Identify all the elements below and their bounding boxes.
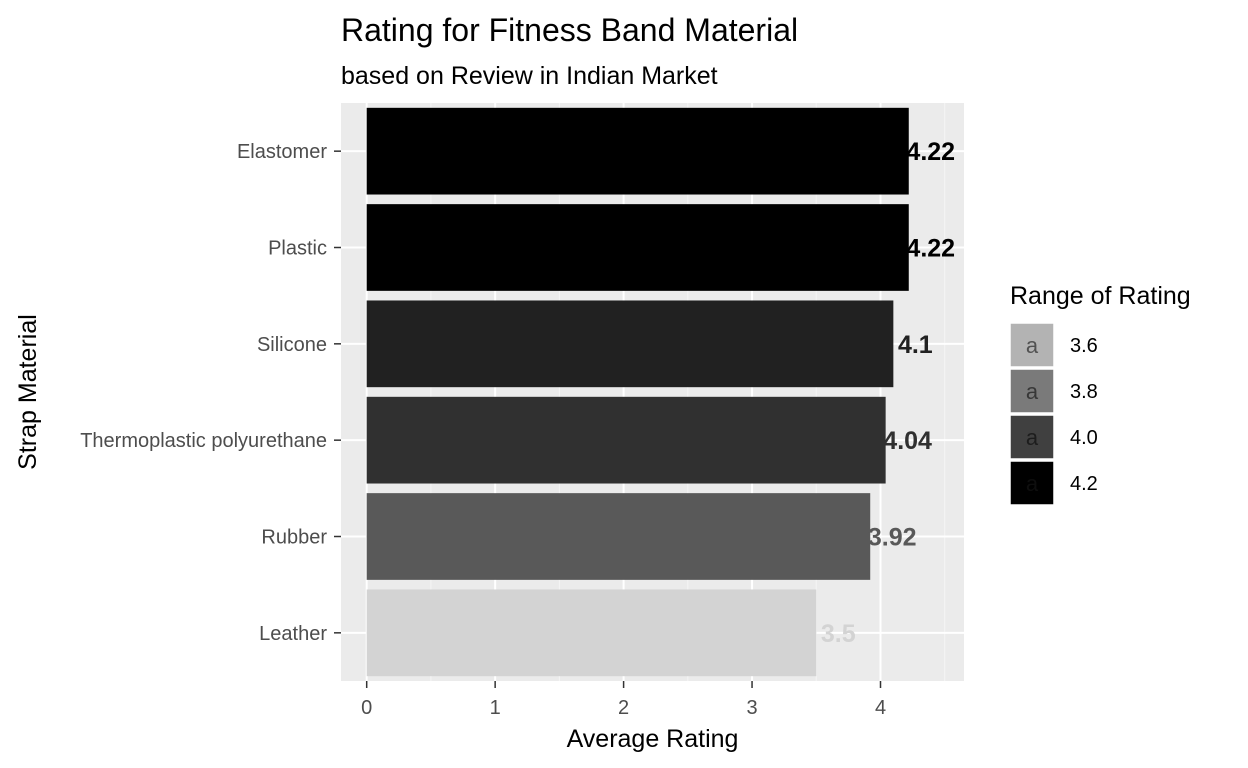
y-tick-label: Elastomer	[237, 141, 327, 163]
legend-key-glyph: a	[1026, 379, 1039, 404]
bar-elastomer	[366, 107, 909, 195]
x-tick-label: 0	[361, 697, 372, 719]
legend-key	[1009, 322, 1055, 368]
legend-key	[1009, 368, 1055, 414]
legend-label: 3.6	[1070, 335, 1098, 357]
x-tick-label: 4	[875, 697, 886, 719]
legend-label: 4.2	[1070, 473, 1098, 495]
x-tick-label: 3	[746, 697, 757, 719]
y-tick-label: Plastic	[268, 238, 327, 260]
bars	[366, 107, 909, 677]
data-label: 4.1	[898, 331, 933, 359]
bar-leather	[366, 589, 817, 677]
data-labels: 4.22 4.22 4.1 4.04 3.92 3.5	[821, 138, 955, 648]
y-axis-title: Strap Material	[14, 314, 42, 470]
bar-silicone	[366, 300, 894, 388]
chart-subtitle: based on Review in Indian Market	[341, 62, 718, 90]
legend-key-glyph: a	[1026, 333, 1039, 358]
y-tick-label: Silicone	[257, 334, 327, 356]
x-tick-label: 1	[490, 697, 501, 719]
legend-title: Range of Rating	[1010, 282, 1191, 310]
data-label: 4.04	[883, 427, 932, 455]
legend-key	[1009, 414, 1055, 460]
data-label: 3.5	[821, 620, 856, 648]
x-tick-label: 2	[618, 697, 629, 719]
data-label: 4.22	[906, 138, 955, 166]
bar-thermoplastic-polyurethane	[366, 396, 886, 484]
legend-label: 4.0	[1070, 427, 1098, 449]
y-tick-label: Rubber	[261, 527, 327, 549]
legend-label: 3.8	[1070, 381, 1098, 403]
data-label: 4.22	[906, 235, 955, 263]
chart-title: Rating for Fitness Band Material	[341, 12, 798, 48]
data-label: 3.92	[868, 524, 917, 552]
y-tick-label: Thermoplastic polyurethane	[80, 430, 327, 452]
x-axis-title: Average Rating	[567, 725, 739, 753]
legend-key	[1009, 460, 1055, 506]
bar-rubber	[366, 493, 871, 580]
legend-keys: a 3.6 a 3.8 a 4.0 a 4.2	[1009, 322, 1098, 506]
legend-key-glyph: a	[1026, 471, 1039, 496]
legend: Range of Rating a 3.6 a 3.8 a 4.0 a 4.2	[1009, 282, 1191, 506]
y-tick-label: Leather	[259, 623, 327, 645]
y-axis: Elastomer Plastic Silicone Thermoplastic po…	[80, 141, 341, 645]
legend-key-glyph: a	[1026, 425, 1039, 450]
plot-panel	[341, 103, 964, 681]
bar-plastic	[366, 204, 909, 291]
x-axis: 0 1 2 3 4	[361, 681, 886, 719]
